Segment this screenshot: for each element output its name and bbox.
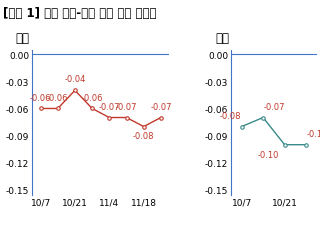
Text: -0.07: -0.07 — [150, 102, 172, 111]
Text: [그림 1] 서울 매매-전세 주간 가격 변동률: [그림 1] 서울 매매-전세 주간 가격 변동률 — [3, 7, 157, 20]
Text: -0.08: -0.08 — [220, 111, 241, 120]
Text: -0.06: -0.06 — [47, 93, 68, 102]
Text: -0.06: -0.06 — [30, 93, 51, 102]
Text: -0.08: -0.08 — [133, 132, 155, 141]
Text: -0.07: -0.07 — [116, 102, 137, 111]
Text: -0.10: -0.10 — [257, 150, 279, 159]
Text: -0.07: -0.07 — [99, 102, 120, 111]
Text: -0.10: -0.10 — [307, 129, 320, 138]
Text: -0.06: -0.06 — [81, 93, 103, 102]
Text: 매매: 매매 — [15, 32, 29, 45]
Text: 전세: 전세 — [215, 32, 229, 45]
Text: -0.04: -0.04 — [64, 75, 86, 84]
Text: -0.07: -0.07 — [263, 102, 285, 111]
